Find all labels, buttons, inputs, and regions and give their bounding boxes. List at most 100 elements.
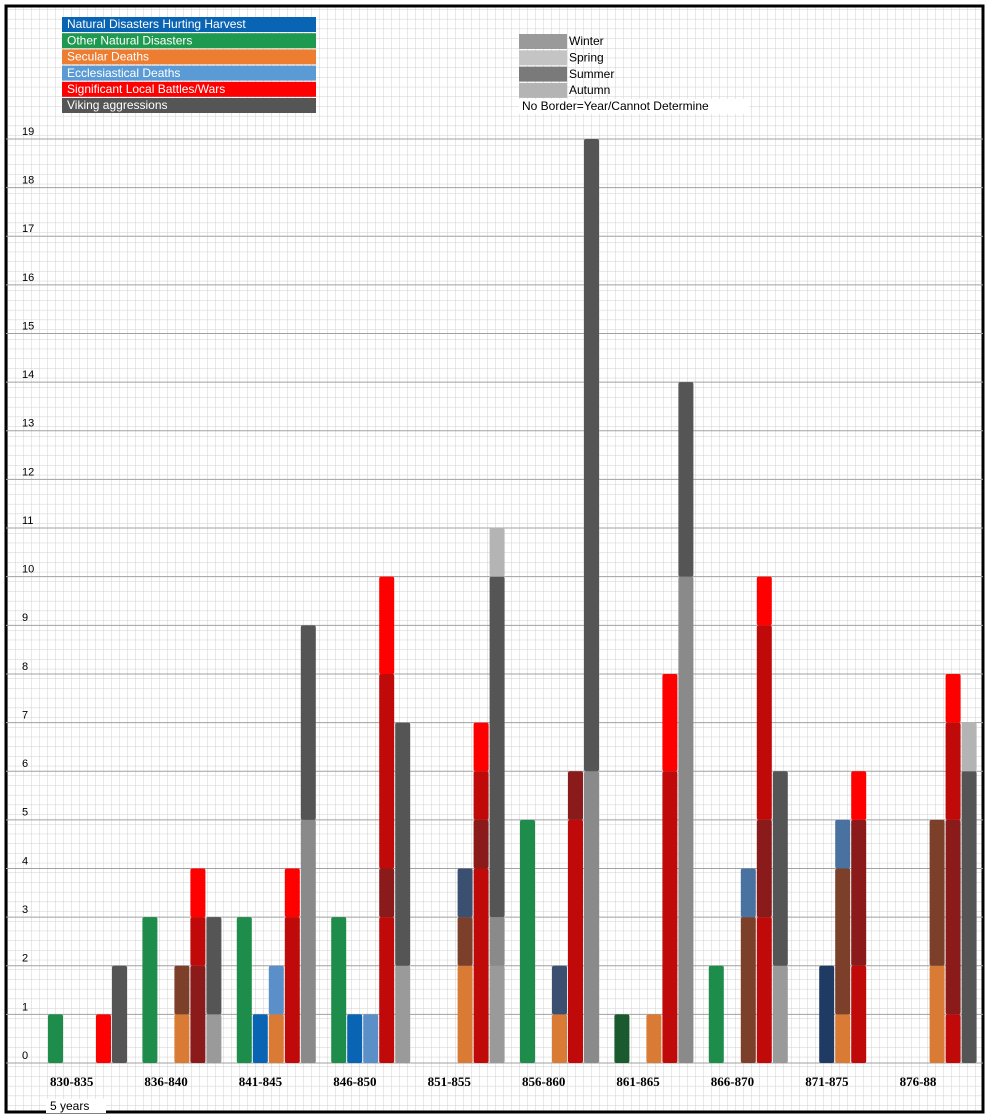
y-tick-label: 18 — [22, 175, 34, 187]
bar-segment — [489, 917, 505, 966]
legend-label: Significant Local Battles/Wars — [67, 82, 225, 96]
y-tick-label: 15 — [22, 320, 34, 332]
bar-segment — [756, 576, 772, 626]
bar-segment — [489, 528, 505, 577]
bar-segment — [835, 868, 851, 1015]
bar-segment — [662, 771, 678, 1063]
season-label: Winter — [569, 34, 604, 48]
x-tick-label: 830-835 — [50, 1074, 94, 1089]
bar-segment — [284, 868, 300, 918]
bar-segment — [929, 819, 945, 966]
bar-segment — [945, 819, 961, 1015]
season-swatch — [519, 82, 567, 98]
bar-segment — [819, 965, 835, 1063]
bar-segment — [300, 625, 316, 820]
bar-segment — [363, 1014, 379, 1063]
y-tick-label: 10 — [22, 564, 34, 576]
x-tick-label: 836-840 — [144, 1074, 187, 1089]
x-tick-label: 866-870 — [711, 1074, 754, 1089]
x-label-bg — [46, 1099, 106, 1113]
x-axis-label: 5 years — [50, 1099, 89, 1113]
bar-segment — [678, 576, 694, 1063]
bar-segment — [347, 1014, 363, 1063]
bar-segment — [568, 819, 583, 1063]
y-tick-label: 19 — [22, 126, 34, 138]
bar-segment — [206, 917, 222, 1015]
y-tick-label: 12 — [22, 466, 34, 478]
y-tick-label: 2 — [22, 953, 28, 965]
bar-segment — [96, 1014, 111, 1063]
bar-segment — [772, 965, 788, 1063]
bar-segment — [929, 965, 945, 1063]
bar-segment — [756, 625, 772, 820]
bar-segment — [268, 965, 284, 1015]
x-tick-label: 856-860 — [522, 1074, 565, 1089]
bar-segment — [473, 868, 489, 1063]
legend-label: Natural Disasters Hurting Harvest — [67, 17, 246, 31]
bar-segment — [520, 819, 535, 1063]
bar-segment — [300, 819, 316, 1063]
bar-segment — [395, 965, 411, 1063]
y-tick-label: 7 — [22, 709, 28, 721]
y-tick-label: 14 — [22, 369, 34, 381]
bar-segment — [756, 917, 772, 1063]
bar-segment — [379, 576, 395, 674]
bar-segment — [584, 139, 599, 772]
bar-segment — [174, 1014, 190, 1063]
bar-segment — [473, 771, 489, 820]
y-tick-label: 9 — [22, 612, 28, 624]
bar-segment — [961, 722, 977, 772]
y-tick-label: 8 — [22, 661, 28, 673]
bar-segment — [568, 771, 583, 820]
note-bg — [519, 99, 749, 114]
bar-segment — [740, 868, 756, 918]
bar-segment — [945, 722, 961, 820]
bar-segment — [379, 673, 395, 869]
y-tick-label: 13 — [22, 418, 34, 430]
bar-segment — [190, 965, 206, 1063]
x-tick-label: 841-845 — [239, 1074, 283, 1089]
bar-segment — [835, 819, 851, 869]
bar-segment — [945, 1014, 961, 1063]
legend-swatch — [62, 65, 316, 81]
bar-segment — [945, 673, 961, 723]
bar-segment — [851, 965, 867, 1063]
y-tick-label: 0 — [22, 1050, 28, 1062]
bar-segment — [190, 917, 206, 966]
bar-segment — [252, 1014, 268, 1063]
bar-segment — [174, 965, 190, 1015]
legend-swatch — [62, 33, 316, 49]
bar-segment — [142, 917, 158, 1063]
season-label: Spring — [569, 50, 604, 64]
bar-segment — [48, 1014, 63, 1063]
x-tick-label: 861-865 — [616, 1074, 660, 1089]
note: No Border=Year/Cannot Determine — [522, 99, 709, 113]
bar-segment — [489, 576, 505, 918]
season-swatch — [519, 34, 567, 49]
y-tick-label: 6 — [22, 758, 28, 770]
bar-segment — [457, 868, 473, 918]
bar-segment — [489, 965, 505, 1063]
bar-segment — [268, 1014, 284, 1063]
bar-segment — [678, 382, 694, 577]
bar-segment — [331, 917, 347, 1063]
x-tick-label: 846-850 — [333, 1074, 376, 1089]
x-tick-label: 851-855 — [428, 1074, 472, 1089]
y-tick-label: 5 — [22, 807, 28, 819]
bar-segment — [284, 917, 300, 1063]
legend-label: Viking aggressions — [67, 98, 168, 112]
legend-label: Secular Deaths — [67, 50, 149, 64]
bar-segment — [395, 722, 411, 966]
bar-segment — [835, 1014, 851, 1063]
legend-swatch — [62, 49, 316, 65]
bar-segment — [851, 771, 867, 820]
y-tick-label: 3 — [22, 904, 28, 916]
bar-segment — [473, 819, 489, 869]
bar-segment — [614, 1014, 630, 1063]
bar-segment — [740, 917, 756, 1063]
bar-segment — [457, 917, 473, 966]
legend-label: Ecclesiastical Deaths — [67, 66, 180, 80]
bar-segment — [379, 917, 395, 1063]
legend-swatch — [62, 17, 316, 32]
bar-segment — [236, 917, 252, 1063]
